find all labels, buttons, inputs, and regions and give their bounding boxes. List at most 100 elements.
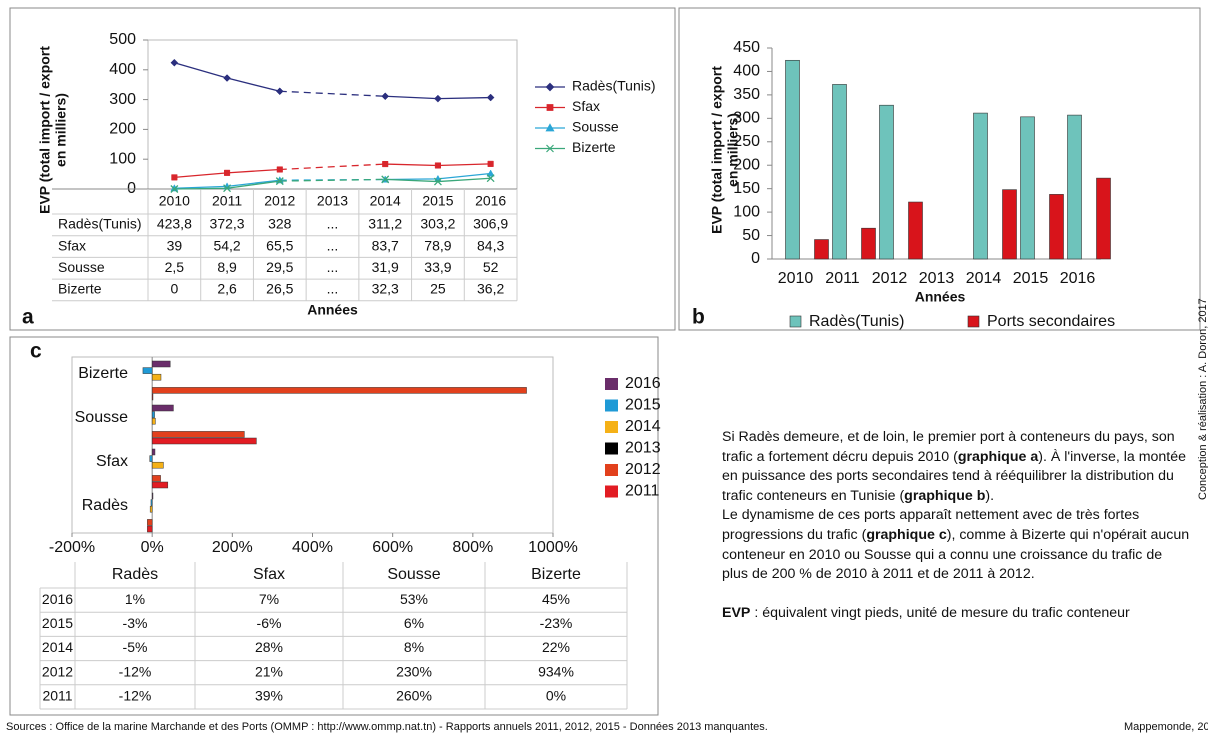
bar [879, 104, 894, 260]
text: ), comme à Bizerte qui n'opérait aucun c… [722, 526, 1190, 583]
legend-label: 2016 [625, 375, 661, 392]
bar [151, 393, 154, 401]
bar [151, 387, 527, 394]
bar [1096, 177, 1111, 260]
x-tick-label: 2011 [212, 193, 242, 209]
table-cell: 260% [396, 688, 432, 704]
bar [861, 227, 876, 260]
y-tick-label: Sfax [96, 453, 128, 470]
y-tick-label: 450 [733, 39, 760, 56]
table-cell: 1% [125, 591, 145, 607]
x-tick-label: 1000% [528, 539, 578, 556]
legend-label: Sousse [572, 119, 619, 135]
y-tick-label: 100 [109, 150, 136, 167]
text: ). À l'inverse, la montée en puissance d… [722, 448, 1187, 504]
x-tick-label: 2010 [778, 270, 814, 287]
note: Si Radès demeure, et de loin, le premier… [722, 428, 1192, 623]
legend-marker [545, 82, 555, 92]
bar [151, 431, 245, 438]
table-header: Sfax [253, 566, 285, 583]
legend-swatch [605, 442, 618, 455]
y-tick-label: 500 [109, 31, 136, 48]
x-axis-label: Années [307, 302, 358, 318]
panel-label: a [22, 306, 34, 329]
legend-swatch [605, 464, 618, 476]
point [223, 74, 231, 82]
point [486, 174, 495, 183]
bar [150, 499, 153, 506]
bar [151, 373, 162, 381]
table-cell: 28% [255, 639, 283, 655]
table-cell: -6% [257, 615, 282, 631]
y-tick-label: 300 [733, 110, 760, 127]
y-tick-label: Radès [82, 497, 128, 514]
legend-swatch [789, 315, 802, 328]
point [275, 87, 284, 96]
credit: Conception & réalisation : A. Doron, 201… [1197, 298, 1208, 500]
legend-label: Radès(Tunis) [809, 313, 904, 330]
legend-label: 2011 [625, 483, 660, 500]
point [486, 93, 495, 102]
table-cell: -3% [123, 615, 148, 631]
table-cell: 29,5 [266, 259, 293, 275]
table-cell: 33,9 [424, 259, 451, 275]
table-cell: 306,9 [473, 216, 508, 232]
table-cell: -23% [540, 615, 573, 631]
table-cell: 7% [259, 591, 279, 607]
table-header: Sousse [387, 566, 440, 583]
point [223, 184, 232, 193]
bar [149, 455, 153, 462]
bar [151, 411, 155, 418]
x-tick-label: 600% [372, 539, 413, 556]
table-cell: 2,6 [217, 281, 237, 297]
x-tick-label: 2012 [872, 270, 908, 287]
paragraph: Le dynamisme de ces ports apparaît nette… [722, 506, 1192, 584]
point [434, 162, 441, 169]
point [171, 174, 178, 181]
y-tick-label: 250 [733, 133, 760, 150]
y-tick-label: 200 [733, 156, 760, 173]
bar [151, 492, 154, 500]
legend-label: Sfax [572, 98, 600, 114]
point [275, 177, 284, 186]
table-row-label: 2012 [42, 663, 73, 679]
legend-label: 2012 [625, 461, 661, 478]
table-cell: 8% [404, 639, 424, 655]
y-tick-label: 100 [733, 203, 760, 220]
table-row-label: 2011 [42, 688, 72, 704]
bar [908, 201, 923, 260]
table-cell: 84,3 [477, 237, 504, 253]
bar [785, 59, 800, 260]
bar [151, 404, 174, 412]
paragraph: Si Radès demeure, et de loin, le premier… [722, 428, 1192, 506]
table-cell: 22% [542, 639, 570, 655]
x-tick-label: 2010 [159, 193, 190, 209]
plot-area [71, 356, 554, 534]
table-cell: 39 [167, 237, 183, 253]
legend-label: 2014 [625, 418, 661, 435]
legend-label: 2015 [625, 397, 661, 414]
y-axis-label: en milliers) [53, 93, 69, 167]
legend-swatch [605, 485, 618, 498]
legend-swatch [967, 315, 980, 328]
table-cell: 52 [483, 259, 499, 275]
table-cell: ... [327, 281, 339, 297]
point [276, 166, 283, 173]
x-tick-label: 2015 [422, 193, 453, 209]
legend-label: Bizerte [572, 139, 616, 155]
bar [832, 84, 847, 260]
x-tick-label: 400% [292, 539, 333, 556]
legend-marker [545, 123, 555, 132]
point [434, 94, 442, 103]
legend-marker [546, 104, 554, 111]
bold-text: graphique b [904, 487, 986, 504]
y-axis-label: EVP (total import / export [37, 46, 53, 214]
table-cell: 230% [396, 663, 432, 679]
panel-b-frame [678, 7, 1201, 331]
bold-text: graphique c [866, 526, 947, 543]
x-tick-label: 800% [452, 539, 493, 556]
table-row-label: Bizerte [58, 281, 102, 297]
table-cell: -5% [123, 639, 148, 655]
y-tick-label: 200 [109, 121, 136, 138]
panel-label: c [30, 340, 42, 363]
